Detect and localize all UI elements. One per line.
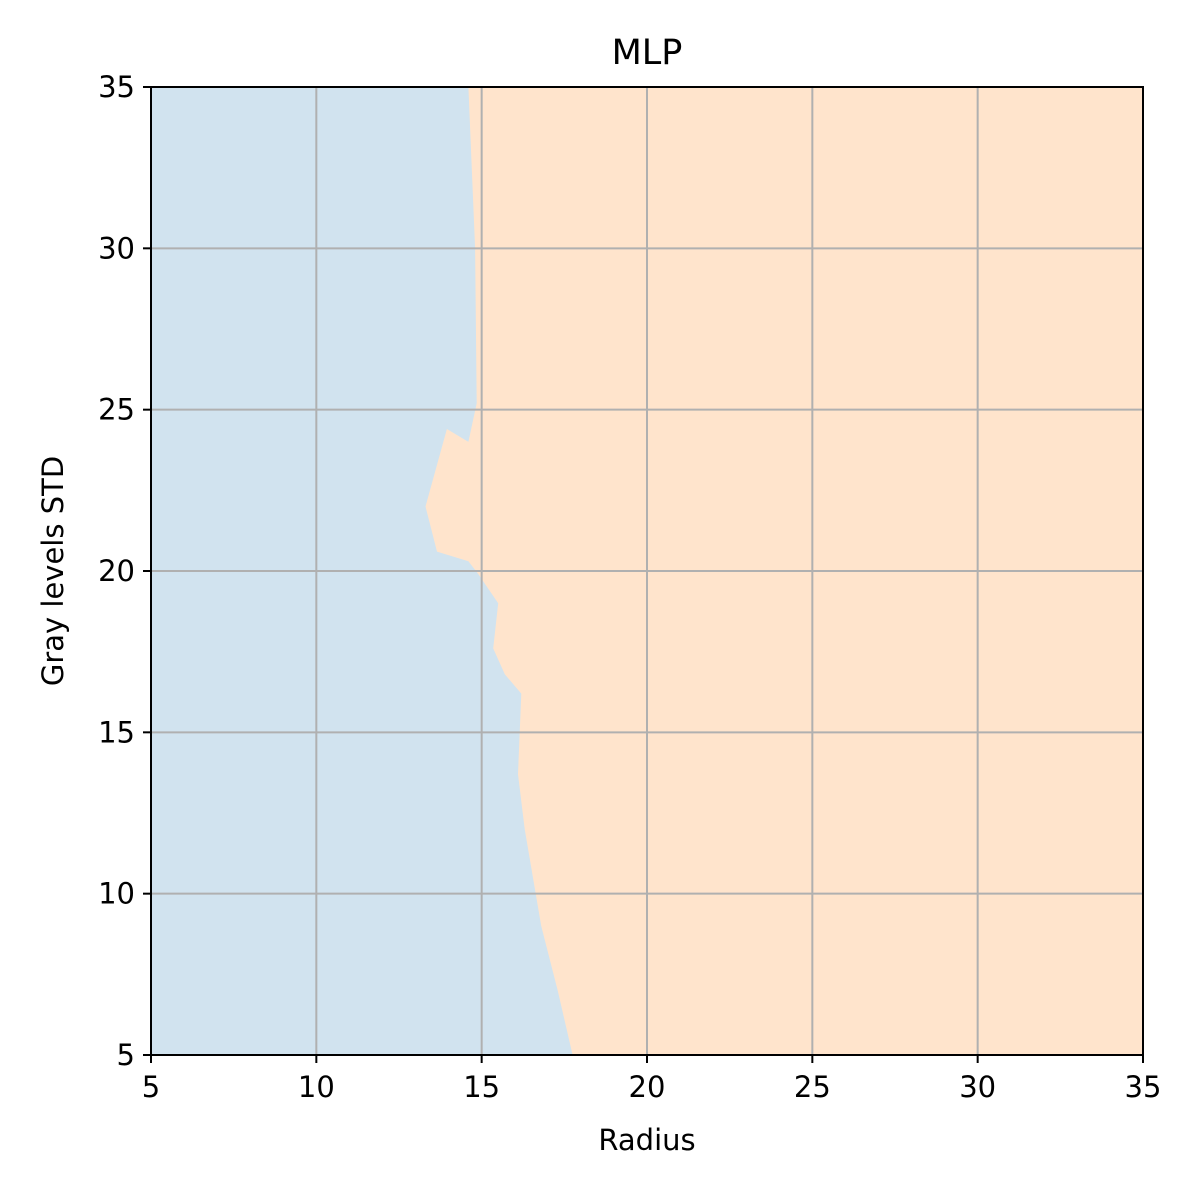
x-tick-label: 30 — [959, 1070, 996, 1104]
y-tick-label: 5 — [117, 1038, 135, 1072]
x-tick-label: 5 — [142, 1070, 160, 1104]
y-tick-label: 35 — [98, 70, 135, 104]
y-tick-label: 15 — [98, 715, 135, 749]
x-tick-label: 10 — [298, 1070, 335, 1104]
x-tick-label: 15 — [463, 1070, 500, 1104]
x-axis-label: Radius — [598, 1123, 695, 1157]
y-axis-label: Gray levels STD — [36, 456, 70, 686]
y-tick-label: 30 — [98, 231, 135, 265]
y-tick-label: 10 — [98, 877, 135, 911]
y-tick-label: 20 — [98, 554, 135, 588]
x-tick-label: 25 — [794, 1070, 831, 1104]
y-tick-label: 25 — [98, 393, 135, 427]
chart-title: MLP — [612, 33, 683, 73]
x-axis-ticks: 5 10 15 20 25 30 35 — [142, 1055, 1162, 1104]
y-axis-ticks: 5 10 15 20 25 30 35 — [98, 70, 151, 1072]
x-tick-label: 35 — [1125, 1070, 1162, 1104]
x-tick-label: 20 — [629, 1070, 666, 1104]
